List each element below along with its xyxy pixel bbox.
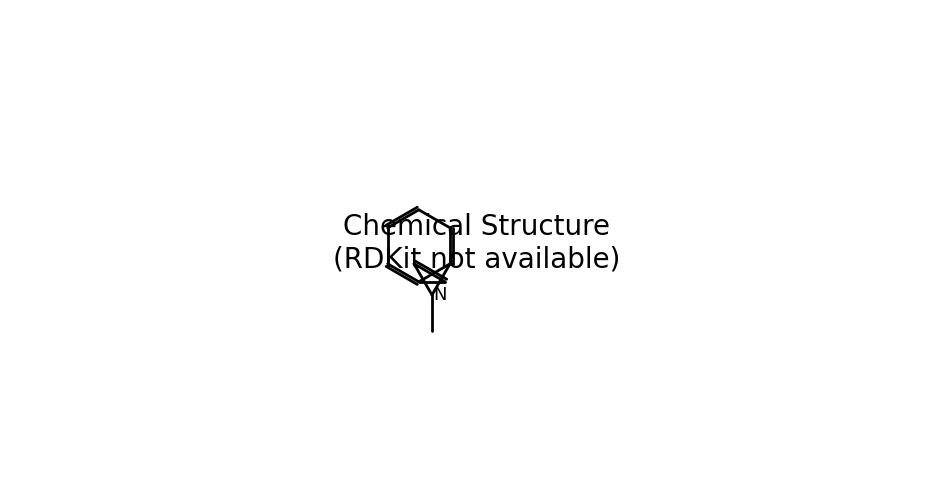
Text: N: N <box>433 286 446 304</box>
Text: Chemical Structure
(RDKit not available): Chemical Structure (RDKit not available) <box>332 213 620 273</box>
